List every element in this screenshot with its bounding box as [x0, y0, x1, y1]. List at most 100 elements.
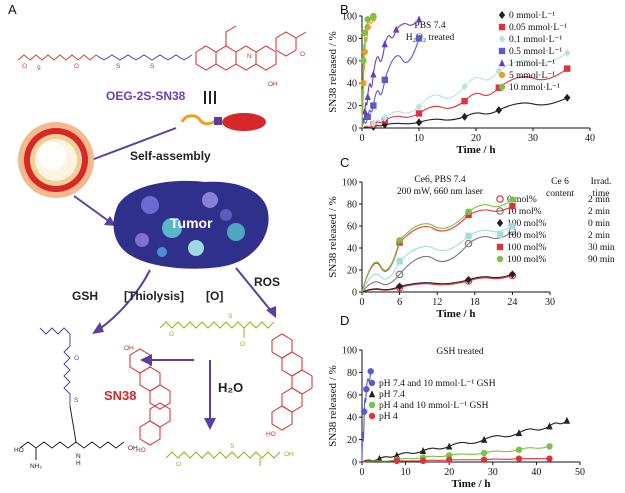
thiolysis-arrow: [97, 269, 151, 331]
legend-label: 0.1 mmol·L⁻¹: [509, 35, 562, 45]
chart-panel-d: D 0 10 20 30 40 50 0 20 40 60 80 100 Time / h SN38 re…: [327, 313, 585, 490]
sn38-core-structure: [195, 25, 307, 71]
x-axis-title: Time / h: [452, 478, 491, 490]
data-point: [564, 48, 571, 57]
data-point: [361, 29, 369, 36]
sn38-label: SN38: [104, 388, 137, 403]
chart-annotation: H₂O₂ treated: [406, 33, 455, 43]
sulfone-sulfur: S: [228, 313, 233, 320]
series-B-6: 10 mmol·L⁻¹: [360, 12, 560, 129]
data-point: [419, 447, 427, 454]
series-line: [361, 371, 372, 463]
data-point: [563, 416, 571, 424]
legend-marker: [496, 231, 504, 239]
legend-header-content: content: [546, 189, 574, 199]
thiolysis-arrow-head: [92, 322, 104, 334]
data-point: [464, 239, 473, 248]
ester-oxygen: O: [74, 63, 79, 70]
data-point: [446, 442, 453, 450]
legend-label: 0 mol%: [507, 195, 537, 205]
gsh-nitrogen: N: [76, 453, 81, 460]
legend-marker: [498, 83, 506, 91]
data-point: [480, 456, 488, 463]
oxidation-label: [O]: [206, 289, 223, 303]
x-tick-label: 20: [444, 467, 454, 478]
sulfone-oxygen: O: [240, 341, 245, 348]
series-B-2: 0.1 mmol·L⁻¹: [361, 35, 571, 129]
panel-letter-a: A: [8, 2, 17, 17]
y-tick-label: 60: [347, 222, 357, 233]
legend-label: 0.5 mmol·L⁻¹: [509, 47, 562, 57]
ros-label: ROS: [254, 275, 280, 289]
ros-arrow-head: [266, 306, 276, 318]
data-point: [509, 222, 516, 230]
data-point: [446, 452, 453, 459]
sulfone-product-structure: [165, 451, 281, 466]
gsh-terminal-oh: OH: [128, 445, 138, 452]
y-tick-label: 80: [347, 34, 357, 45]
legend-header-ce6: Ce 6: [551, 177, 569, 187]
water-label: H₂O: [218, 380, 243, 395]
legend-label: pH 7.4: [379, 390, 405, 400]
series-D-3: pH 4: [361, 412, 553, 465]
x-axis-title: Time / h: [457, 144, 496, 156]
data-point: [419, 457, 427, 465]
legend-label: 100 mol%: [507, 243, 546, 253]
legend-label: 100 mol%: [507, 219, 546, 229]
data-point: [364, 16, 371, 23]
data-point: [461, 82, 468, 91]
data-point: [370, 102, 377, 109]
y-tick-label: 60: [347, 390, 357, 401]
data-point: [396, 258, 403, 265]
series-C-4: 100 mol% 30 min: [361, 203, 615, 293]
legend-label: 1 mmol·L⁻¹: [509, 59, 555, 69]
panel-letter-d: D: [340, 313, 349, 328]
y-tick-label: 0: [352, 288, 357, 299]
legend-label: 0.05 mmol·L⁻¹: [509, 23, 567, 33]
data-point: [415, 110, 423, 117]
gsh-amine: NH₂: [30, 463, 42, 470]
data-point: [363, 386, 370, 393]
series-B-3: 0.5 mmol·L⁻¹: [361, 35, 562, 129]
data-point: [465, 232, 472, 240]
data-point: [509, 270, 516, 279]
glutathione-structure: [19, 405, 125, 460]
series-line: [361, 420, 568, 463]
data-point: [393, 25, 400, 33]
legend-label: 0 mmol·L⁻¹: [509, 11, 555, 21]
y-tick-label: 80: [347, 368, 357, 379]
x-axis-title: Time / h: [437, 308, 476, 320]
legend-header-irrad: Irrad.: [591, 177, 612, 187]
series-C-2: 100 mol% 0 min: [361, 219, 610, 293]
legend-label: 10 mmol·L⁻¹: [509, 83, 560, 93]
y-tick-label: 80: [347, 200, 357, 211]
legend-label: 10 mol%: [507, 207, 542, 217]
equivalence-symbol: [204, 91, 216, 104]
legend-marker: [498, 11, 506, 19]
y-tick-label: 20: [347, 435, 357, 446]
legend-marker: [498, 35, 506, 43]
delivery-arrow: [73, 195, 111, 223]
sulfone-peg-oxygen: O: [169, 331, 174, 338]
assembly-arrow: [85, 127, 177, 163]
tumor-label: Tumor: [170, 215, 213, 231]
legend-marker: [496, 219, 504, 227]
data-point: [509, 196, 516, 203]
delivery-arrow-head: [104, 216, 116, 226]
legend-time: 90 min: [588, 255, 615, 265]
conjugate-hydroxyl: HO: [266, 431, 276, 438]
compound-label: OEG-2S-SN38: [106, 89, 186, 103]
gsh-hydrogen: H: [76, 460, 81, 467]
data-point: [509, 203, 516, 210]
thiolysis-label: [Thiolysis]: [124, 289, 184, 303]
hydrolysis-arrow-head: [204, 418, 216, 430]
y-tick-label: 20: [347, 266, 357, 277]
sn38-conjugate-structure: [271, 333, 313, 431]
data-point: [415, 118, 423, 127]
y-tick-label: 40: [347, 79, 357, 90]
data-point: [364, 113, 371, 120]
chart-annotation: Ce6, PBS 7.4: [414, 175, 465, 185]
panel-letter-b: B: [340, 2, 349, 17]
x-tick-label: 10: [414, 133, 424, 144]
data-point: [370, 12, 377, 20]
